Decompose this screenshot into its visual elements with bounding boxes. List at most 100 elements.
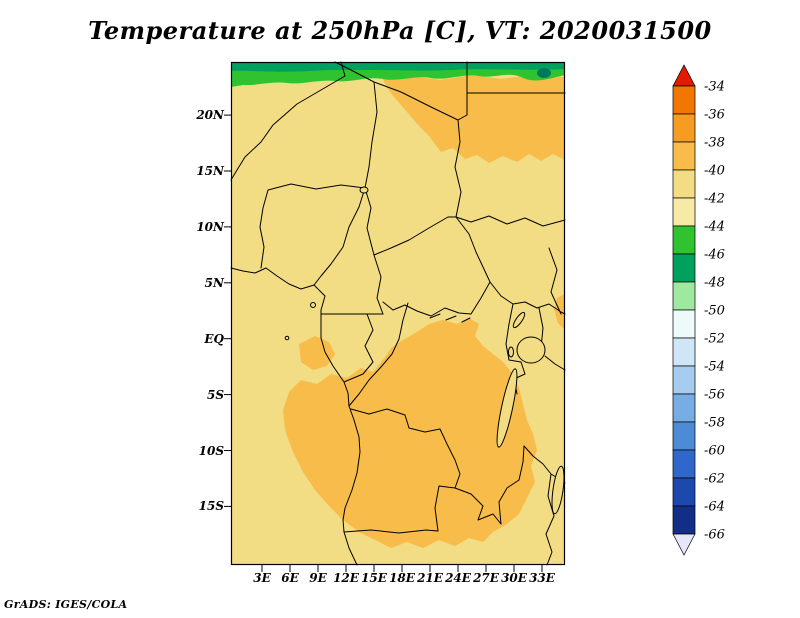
colorbar-level-label: -50 <box>704 304 725 319</box>
border-car-drc-ubangi <box>382 281 491 317</box>
lon-tick-label: 15E <box>361 571 387 585</box>
lon-tick-label: 24E <box>445 571 471 585</box>
colorbar-level-label: -66 <box>704 528 725 543</box>
border-sudan-southsudan-car <box>455 215 566 283</box>
colorbar-level-label: -62 <box>704 472 725 487</box>
lon-tick-label: 33E <box>529 571 555 585</box>
bioko-island <box>310 302 316 308</box>
border-libya-chad <box>373 81 459 121</box>
lon-tick-label: 6E <box>281 571 299 585</box>
colorbar-segment-11 <box>672 393 696 423</box>
colorbar-level-label: -54 <box>704 360 725 375</box>
temperature-map <box>224 61 566 572</box>
colorbar-arrow-top <box>672 64 696 87</box>
colorbar: -34 -36 -38 -40 -42 -44 -46 -48 -50 -52 -54 -56 -58 -… <box>672 64 800 564</box>
border-libya-niger-chad <box>334 61 378 189</box>
colorbar-segment-10 <box>672 365 696 395</box>
colorbar-segment-2 <box>672 141 696 171</box>
plot-title: Temperature at 250hPa [C], VT: 202003150… <box>88 16 712 45</box>
lat-tick-label: 15S <box>198 499 224 514</box>
lake-tanganyika <box>496 368 518 448</box>
border-benin-nigeria <box>259 189 269 269</box>
border-niger-nigeria <box>267 183 366 191</box>
lake-malawi <box>551 465 565 515</box>
border-drc-zambia <box>454 445 525 525</box>
lon-axis-labels: 3E 6E 9E 12E 15E 18E 21E 24E 27E 30E 33E <box>231 570 565 590</box>
colorbar-segment-3 <box>672 169 696 199</box>
colorbar-segment-8 <box>672 309 696 339</box>
colorbar-level-label: -48 <box>704 276 725 291</box>
border-cameroon-chad-car <box>364 187 457 315</box>
fill-teal-strip <box>231 62 565 72</box>
lat-axis-labels: 20N 15N 10N 5N EQ 5S 10S 15S <box>186 0 224 618</box>
colorbar-arrow-bottom <box>672 533 696 556</box>
axis-ticks <box>224 114 543 572</box>
lat-tick-label: 5N <box>204 275 224 290</box>
colorbar-level-label: -36 <box>704 108 725 123</box>
lon-tick-label: 9E <box>309 571 327 585</box>
lake-albert <box>512 311 526 329</box>
lon-tick-label: 27E <box>473 571 499 585</box>
colorbar-segment-14 <box>672 477 696 507</box>
border-drc-angola <box>350 408 461 489</box>
border-angola-namibia-zambia <box>343 485 456 534</box>
border-ethiopia-west <box>548 247 562 315</box>
fill-orange-south <box>283 318 537 548</box>
colorbar-level-label: -38 <box>704 136 725 151</box>
colorbar-segment-12 <box>672 421 696 451</box>
lake-victoria <box>516 336 546 364</box>
colorbar-segment-6 <box>672 253 696 283</box>
temperature-fill <box>231 62 565 565</box>
colorbar-level-label: -40 <box>704 164 725 179</box>
border-egypt-libya-sudan <box>454 61 566 218</box>
colorbar-level-label: -60 <box>704 444 725 459</box>
lat-tick-label: 10S <box>198 443 224 458</box>
river-dashes-equator <box>429 313 471 323</box>
colorbar-segment-5 <box>672 225 696 255</box>
lat-tick-label: 5S <box>206 387 224 402</box>
lake-chad <box>359 186 369 194</box>
fill-green-band <box>231 68 565 87</box>
border-congo-drc-river <box>348 302 409 407</box>
colorbar-segment-15 <box>672 505 696 535</box>
attribution: GrADS: IGES/COLA <box>4 598 128 611</box>
colorbar-segment-13 <box>672 449 696 479</box>
lat-tick-label: 10N <box>196 219 224 234</box>
lakes <box>359 186 565 515</box>
border-tanzania-kenya <box>544 355 566 371</box>
colorbar-segment-9 <box>672 337 696 367</box>
colorbar-level-label: -56 <box>704 388 725 403</box>
fill-orange-east-sliver <box>554 294 565 330</box>
lon-tick-label: 18E <box>389 571 415 585</box>
colorbar-level-label: -42 <box>704 192 725 207</box>
coastline-atlantic <box>230 267 361 566</box>
colorbar-level-label: -44 <box>704 220 725 235</box>
lon-tick-label: 3E <box>253 571 271 585</box>
lat-tick-label: EQ <box>204 331 224 346</box>
border-algeria-libya <box>340 61 346 77</box>
lon-tick-label: 21E <box>417 571 443 585</box>
lon-tick-label: 30E <box>501 571 527 585</box>
lon-tick-label: 12E <box>333 571 359 585</box>
lat-tick-label: 20N <box>196 108 224 123</box>
colorbar-segment-7 <box>672 281 696 311</box>
border-cameroon-gabon-congo <box>320 313 384 383</box>
sao-tome-island <box>284 335 290 341</box>
country-borders <box>230 61 566 566</box>
colorbar-segment-0 <box>672 85 696 115</box>
map-frame <box>230 61 566 566</box>
fill-orange-gabon <box>299 336 335 370</box>
lake-kivu <box>508 346 514 358</box>
colorbar-segment-1 <box>672 113 696 143</box>
border-nigeria-cameroon <box>313 187 366 286</box>
colorbar-segment-4 <box>672 197 696 227</box>
lat-tick-label: 15N <box>196 164 224 178</box>
fill-teal-notch <box>537 68 551 78</box>
colorbar-level-label: -34 <box>704 80 725 95</box>
fill-orange-north <box>383 75 565 163</box>
colorbar-level-label: -64 <box>704 500 725 515</box>
colorbar-level-label: -46 <box>704 248 725 263</box>
border-algeria-niger-mali <box>230 75 346 181</box>
colorbar-level-label: -52 <box>704 332 725 347</box>
